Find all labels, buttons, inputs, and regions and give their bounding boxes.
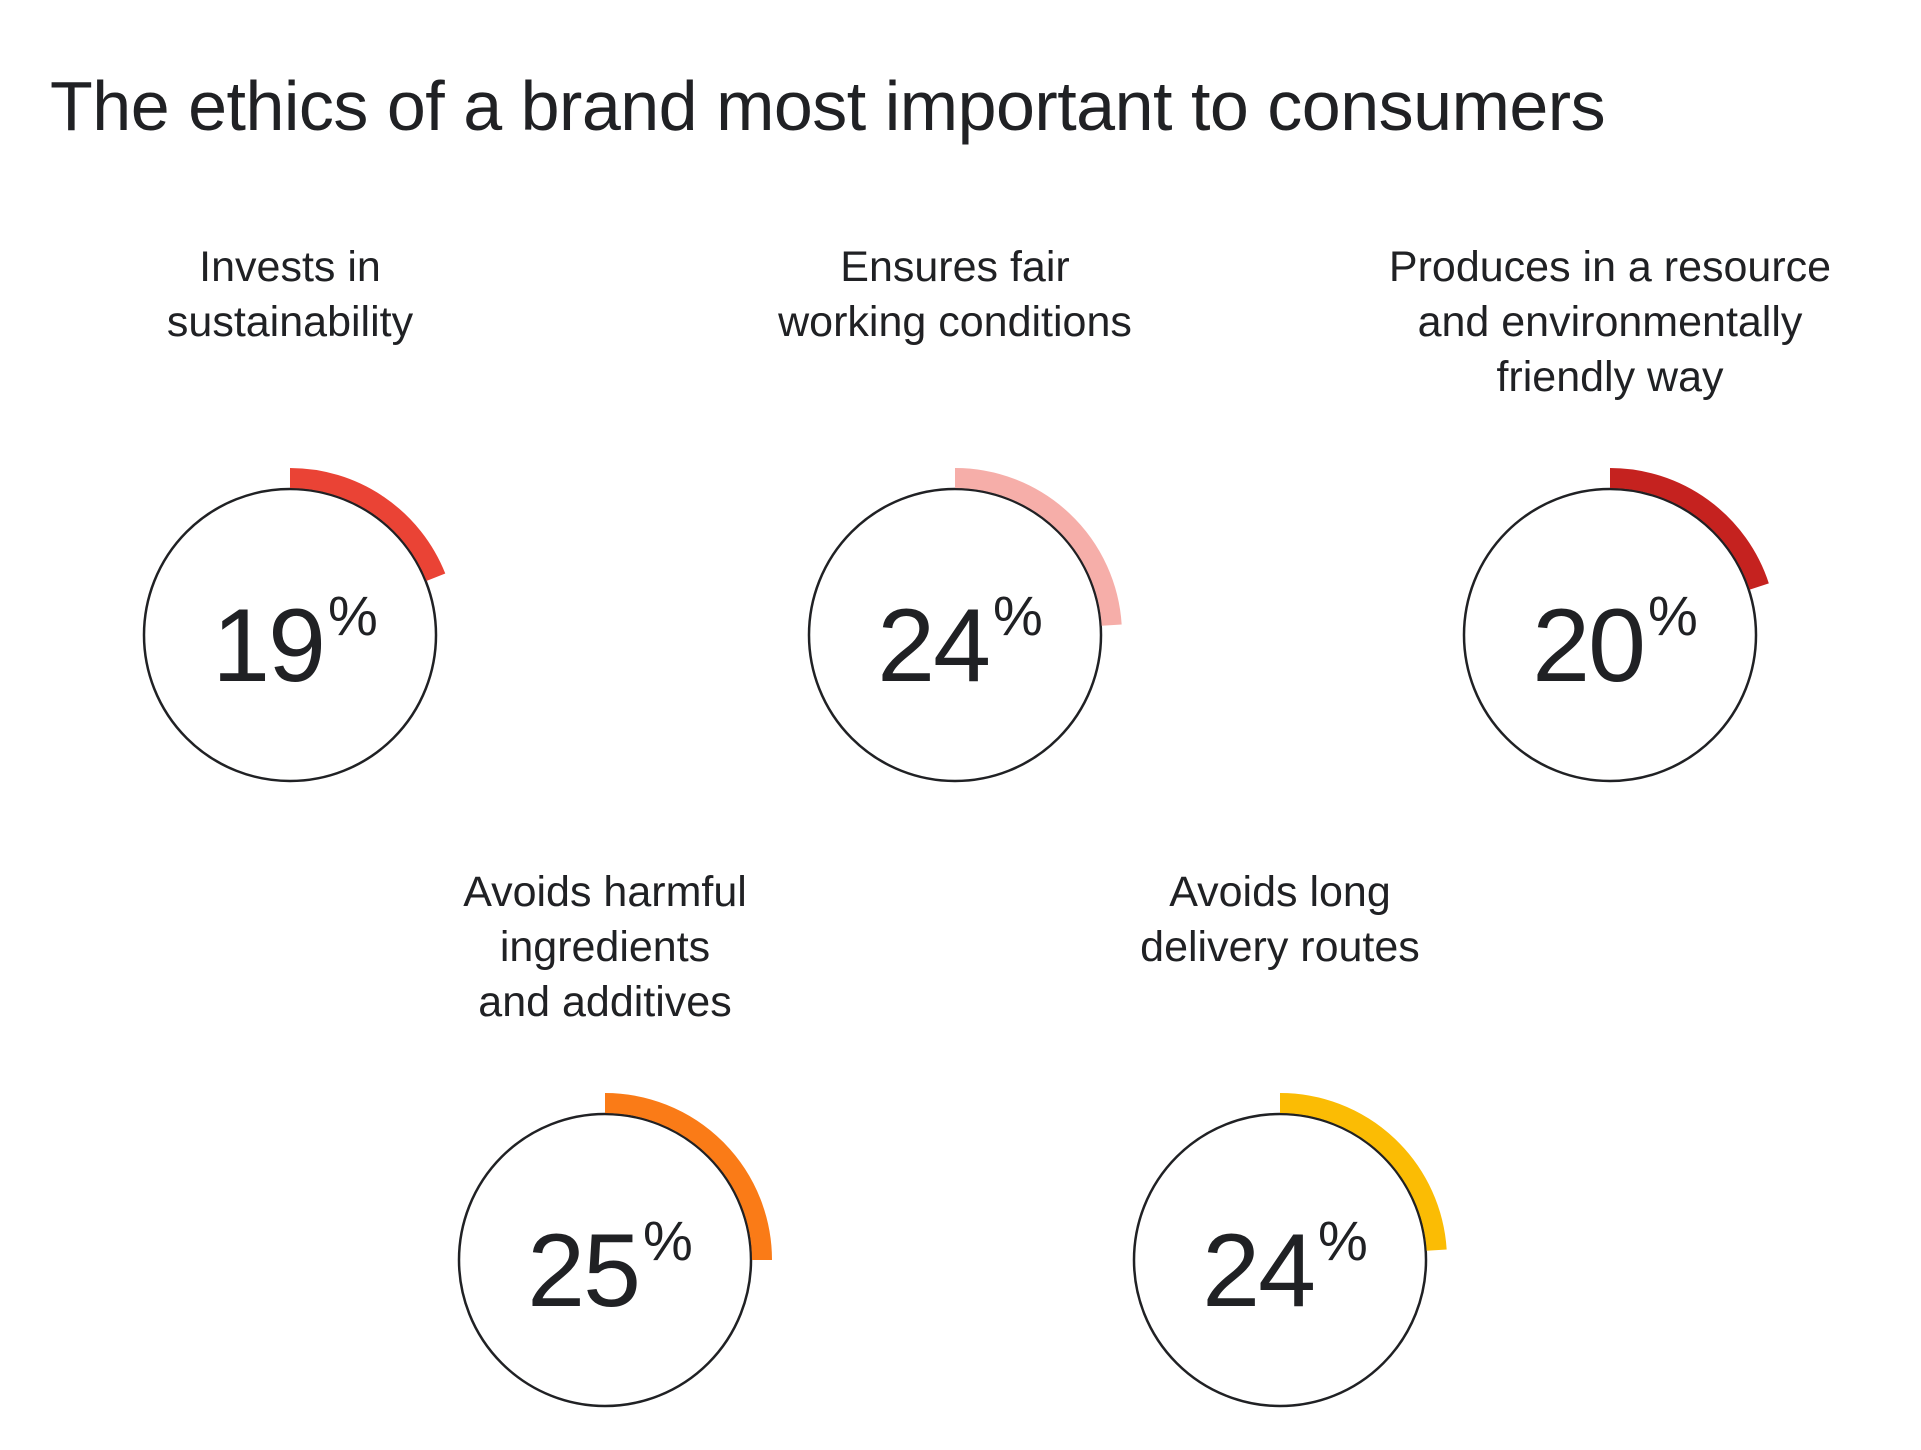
gauge-graphic [457,1093,772,1408]
gauge-arc [289,468,446,582]
gauge-arc [604,1093,772,1261]
gauge: 25 % [420,1075,790,1445]
gauge-label: Avoids harmful ingredients and additives [463,868,747,1026]
gauge-circle [1462,487,1758,783]
gauge-circle [1132,1112,1428,1408]
gauge-arc [954,468,1122,626]
gauge-graphic [1462,468,1769,783]
gauge-graphic [1132,1093,1447,1408]
gauge: 24 % [1095,1075,1465,1445]
gauge-label: Produces in a resource and environmental… [1388,243,1832,401]
chart-title: The ethics of a brand most important to … [50,67,1606,145]
gauge: 24 % [770,450,1140,820]
gauge-circle [457,1112,753,1408]
gauge-label: Ensures fair working conditions [778,243,1132,346]
gauge-arc [1279,1093,1447,1251]
gauge-label: Avoids long delivery routes [1140,868,1420,971]
gauge: 19 % [105,450,475,820]
gauge: 20 % [1425,450,1795,820]
gauge-arc [1609,468,1769,590]
gauge-graphic [142,468,446,783]
gauge-circle [807,487,1103,783]
gauge-label: Invests in sustainability [166,243,414,346]
gauge-circle [142,487,438,783]
gauge-graphic [807,468,1122,783]
